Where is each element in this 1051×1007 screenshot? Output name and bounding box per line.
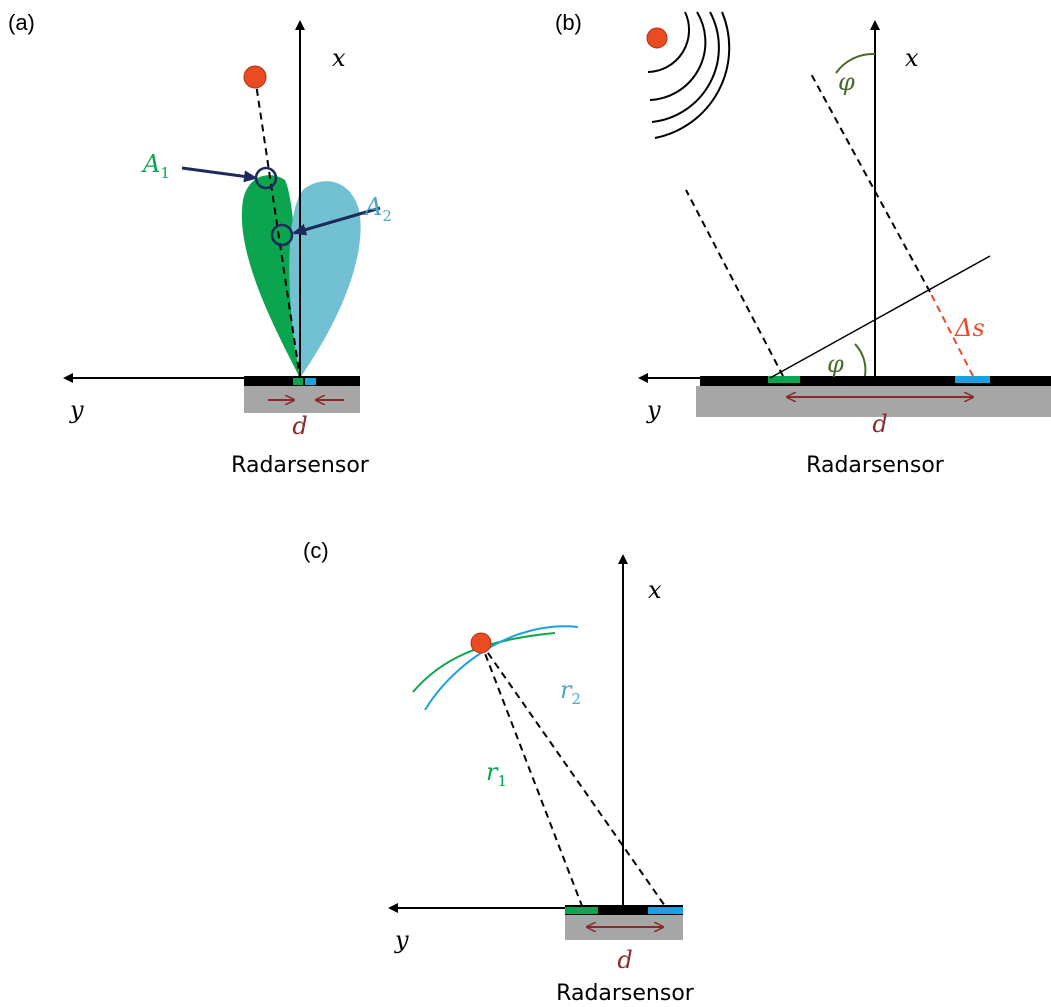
antenna-2 xyxy=(305,378,316,385)
distance-label: d xyxy=(617,946,632,974)
angle-label: φ xyxy=(838,68,855,96)
antenna-2 xyxy=(648,907,683,914)
target xyxy=(471,633,491,653)
antenna-2 xyxy=(955,376,990,383)
y-label: y xyxy=(646,396,661,424)
antenna-1 xyxy=(565,907,598,914)
ray xyxy=(810,72,930,292)
antenna-1 xyxy=(293,378,303,385)
ray xyxy=(686,190,783,376)
sensor-label: Radarsensor xyxy=(556,981,695,1006)
range-arc-2 xyxy=(425,626,578,710)
angle-label: φ xyxy=(827,350,844,378)
y-label: y xyxy=(69,396,84,424)
diagram: (a) x y d Radarsensor A1 A2 (b) x y d Ra… xyxy=(0,0,1051,1007)
x-label: x xyxy=(905,44,919,72)
panel-label: (b) xyxy=(555,10,582,35)
r1-label: r1 xyxy=(486,758,507,790)
panel-label: (c) xyxy=(303,538,329,563)
sensor-label: Radarsensor xyxy=(806,453,945,478)
r2-label: r2 xyxy=(560,676,581,708)
distance-label: d xyxy=(872,410,887,438)
panel-c: (c) x y d Radarsensor r2 r1 xyxy=(303,538,695,1006)
panel-label: (a) xyxy=(8,10,35,35)
a2-label: A2 xyxy=(363,193,392,225)
sensor-label: Radarsensor xyxy=(231,453,370,478)
ray xyxy=(481,643,665,906)
a1-label: A1 xyxy=(141,150,170,182)
panel-a: (a) x y d Radarsensor A1 A2 xyxy=(8,10,392,478)
x-label: x xyxy=(332,44,346,72)
panel-b: (b) x y d Radarsensor φ φ Δs xyxy=(555,10,1051,478)
pointer xyxy=(182,168,256,178)
source xyxy=(647,28,667,48)
distance-label: d xyxy=(292,412,307,440)
target xyxy=(244,66,266,88)
x-label: x xyxy=(648,576,662,604)
y-label: y xyxy=(394,926,409,954)
sensor-bar xyxy=(700,376,1051,386)
path-difference-label: Δs xyxy=(954,314,985,342)
angle-arc xyxy=(855,344,865,376)
